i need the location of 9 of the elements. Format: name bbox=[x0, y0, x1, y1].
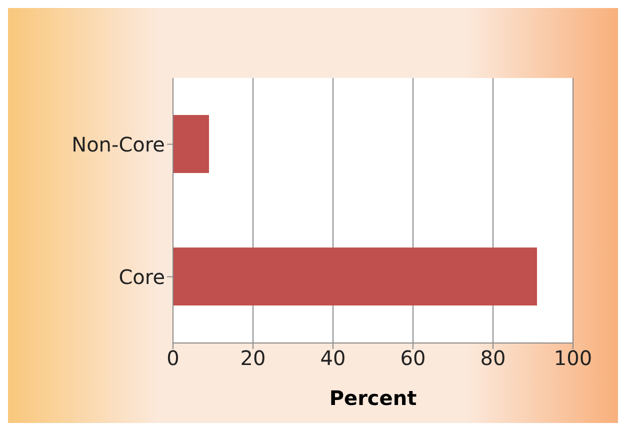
y-tick-label: Core bbox=[118, 264, 165, 289]
x-tick-label: 100 bbox=[554, 346, 592, 370]
x-tick-label: 20 bbox=[240, 346, 266, 370]
x-tick-label: 80 bbox=[480, 346, 506, 370]
x-tick-label: 60 bbox=[400, 346, 426, 370]
x-axis-title: Percent bbox=[329, 386, 418, 410]
x-tick-label: 40 bbox=[320, 346, 346, 370]
x-tick-label: 0 bbox=[166, 346, 180, 370]
y-tick-label: Non-Core bbox=[72, 132, 165, 156]
